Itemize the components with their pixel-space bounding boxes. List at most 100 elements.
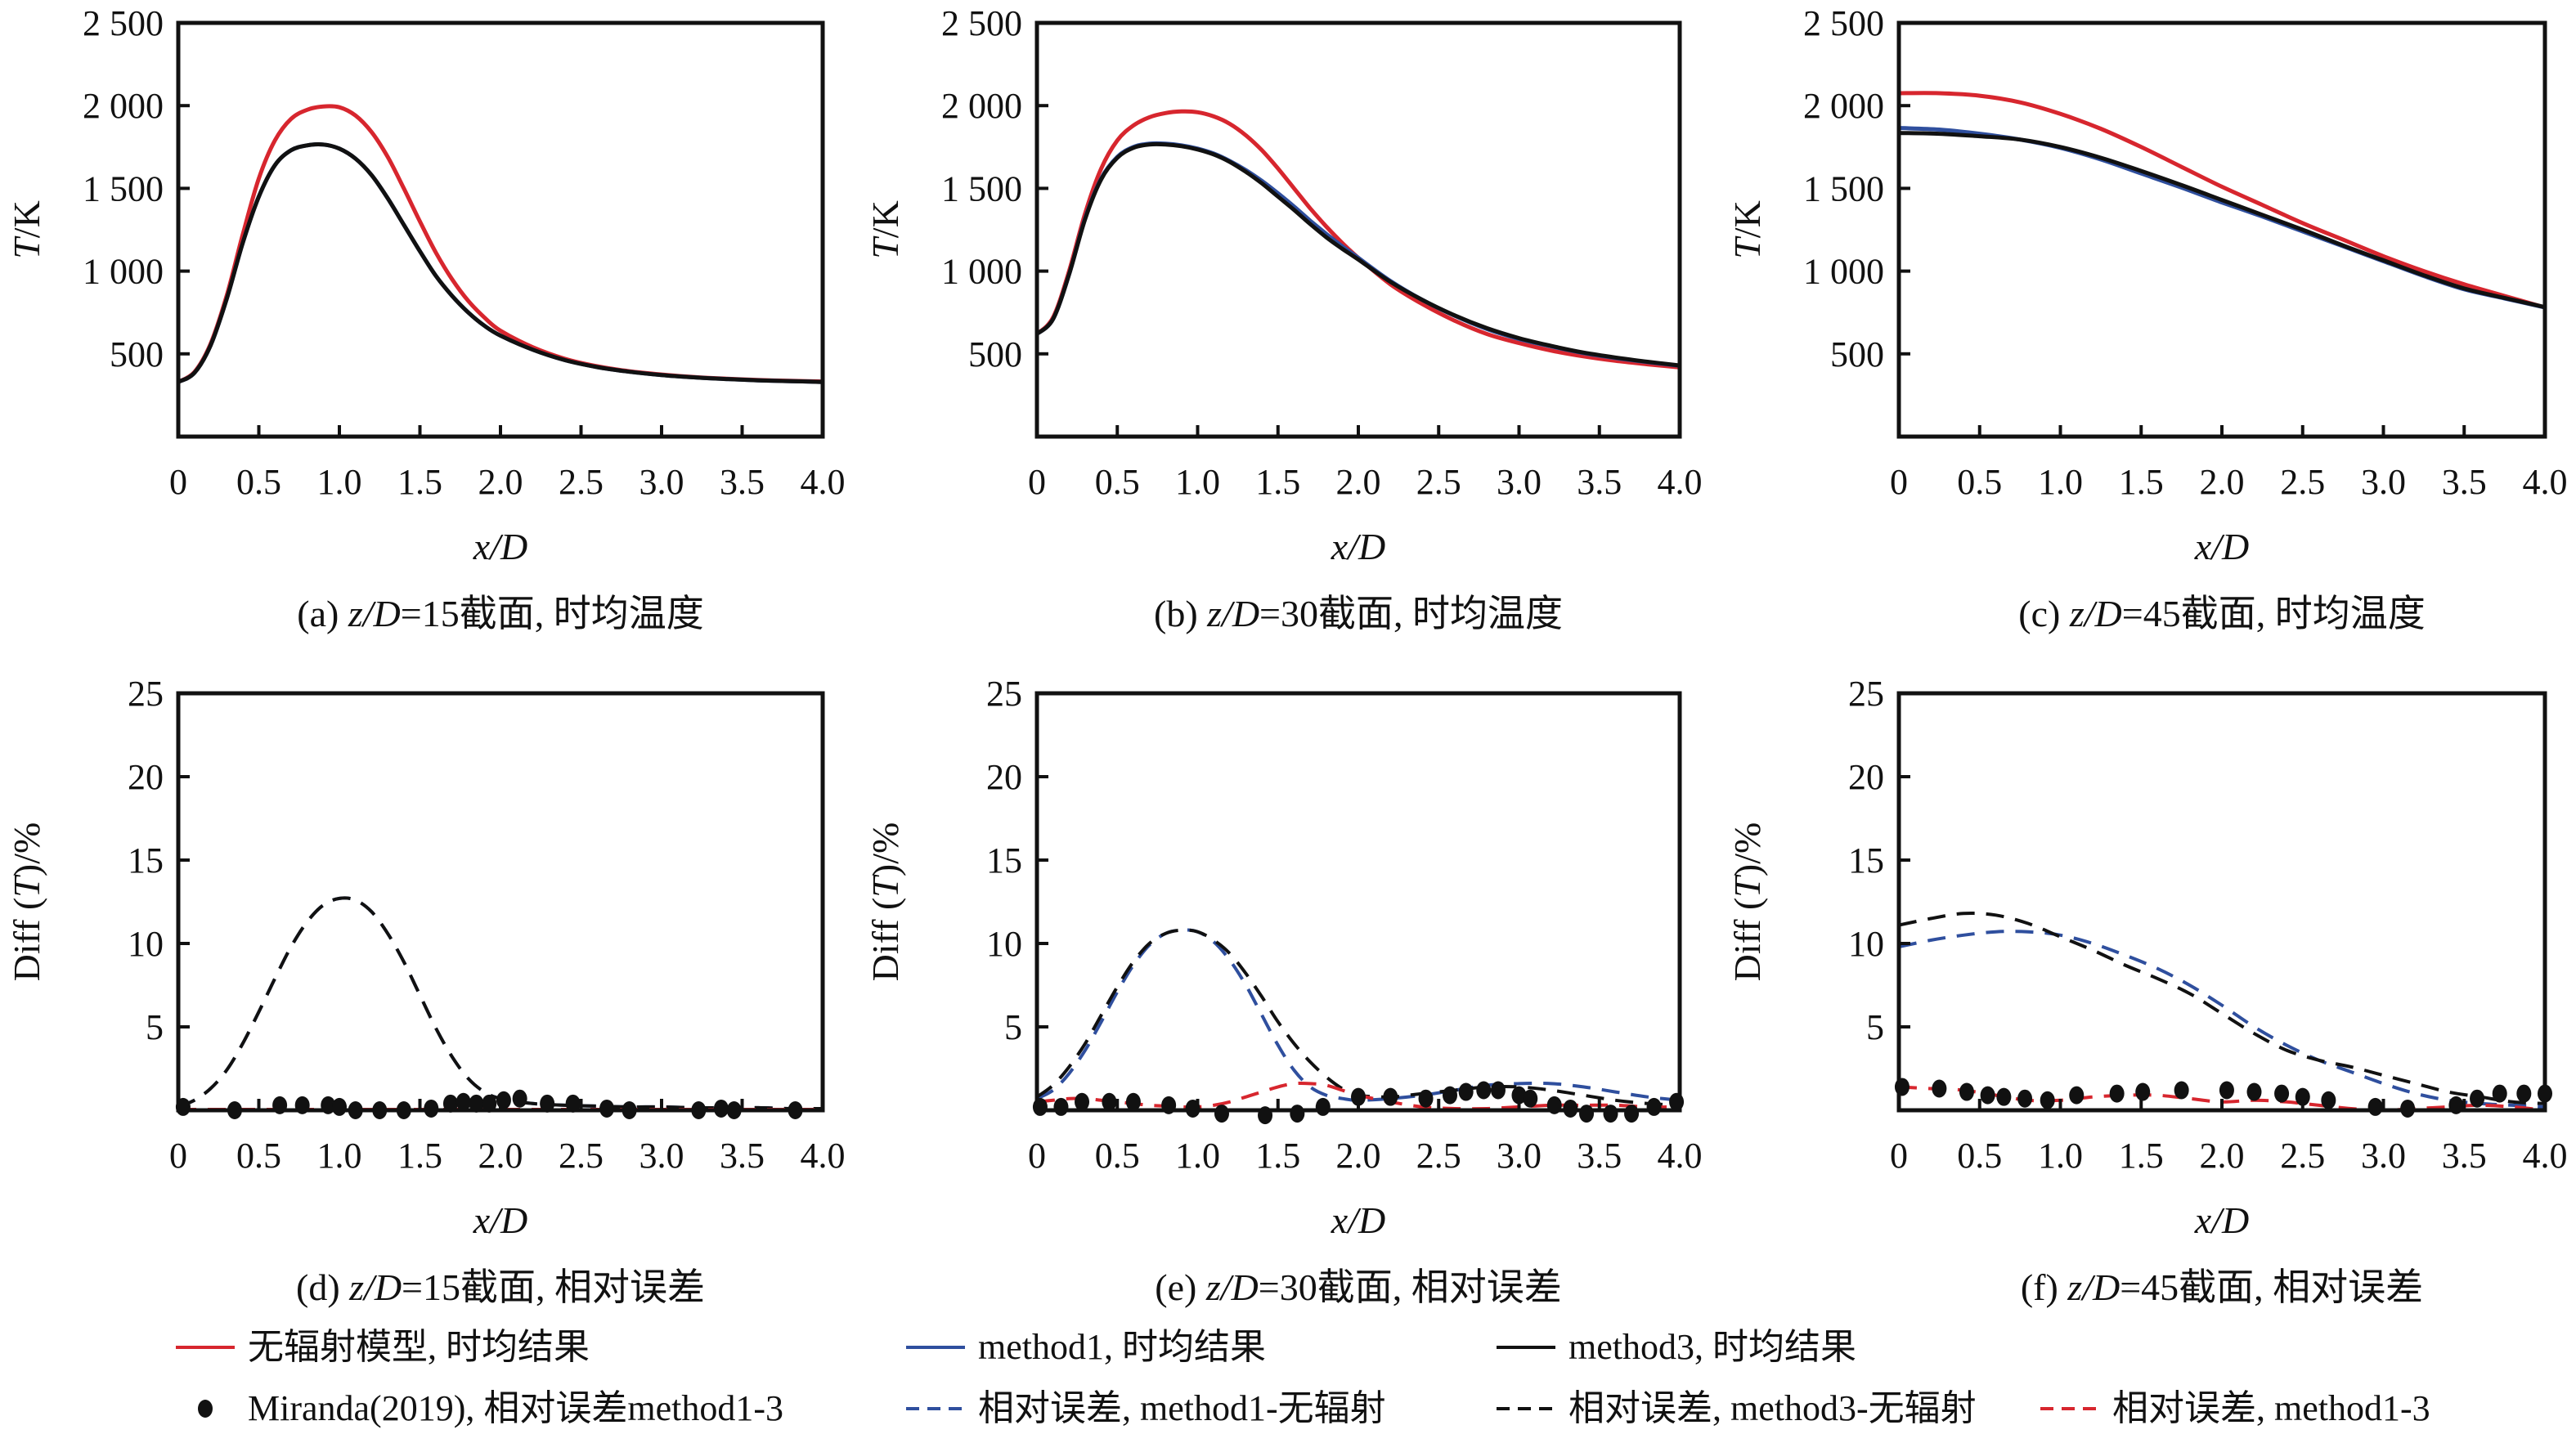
x-tick-label: 4.0	[801, 1136, 846, 1176]
y-tick-label: 500	[110, 334, 164, 374]
x-tick-label: 1.0	[2038, 1136, 2083, 1176]
panel-caption: (e) z/D=30截面, 相对误差	[1155, 1266, 1561, 1308]
x-tick-label: 0	[1028, 462, 1046, 502]
data-point-miranda	[1980, 1086, 1995, 1105]
y-tick-label: 5	[1004, 1007, 1022, 1047]
data-point-miranda	[2040, 1091, 2055, 1109]
legend-item-diff_method1_3: 相对误差, method1-3	[2040, 1388, 2430, 1428]
y-tick-label: 20	[986, 757, 1022, 797]
y-tick-label: 1 000	[941, 252, 1022, 292]
x-axis-label: x/D	[473, 526, 527, 567]
data-point-miranda	[1214, 1105, 1229, 1123]
legend-label: 相对误差, method1-3	[2112, 1388, 2430, 1428]
data-point-miranda	[1125, 1092, 1141, 1111]
data-point-miranda	[2470, 1089, 2485, 1108]
x-tick-label: 3.5	[2442, 462, 2487, 502]
x-tick-label: 2.0	[1336, 462, 1381, 502]
series-line-diff_method3_norad	[1037, 928, 1680, 1107]
x-tick-label: 2.0	[2200, 1136, 2245, 1176]
panel-caption: (d) z/D=15截面, 相对误差	[296, 1266, 705, 1308]
y-tick-label: 2 000	[83, 86, 164, 126]
chart-panel-f: 0 0.5 1.0 1.5 2.0 2.5 3.0 3.5 4.0 5 10 15 20 25 x/D Dif…	[1726, 674, 2568, 1308]
data-point-miranda	[2174, 1081, 2189, 1100]
x-tick-label: 4.0	[2523, 1136, 2568, 1176]
x-tick-label: 4.0	[2523, 462, 2568, 502]
legend-label: method3, 时均结果	[1568, 1327, 1856, 1367]
panel-caption: (a) z/D=15截面, 时均温度	[297, 593, 703, 634]
legend-item-miranda: Miranda(2019), 相对误差method1-3	[198, 1388, 783, 1428]
data-point-miranda	[1315, 1097, 1331, 1116]
data-point-miranda	[2295, 1087, 2310, 1106]
series-line-diff_method1_norad	[1899, 930, 2545, 1109]
y-axis-label: Diff (T)/%	[1726, 822, 1768, 982]
x-tick-label: 0	[1890, 462, 1908, 502]
y-tick-label: 500	[1830, 334, 1884, 374]
x-tick-label: 3.0	[2361, 1136, 2406, 1176]
data-point-miranda	[1932, 1079, 1947, 1098]
x-tick-label: 4.0	[1658, 1136, 1703, 1176]
series-line-method1	[178, 141, 823, 384]
series-line-diff_method1_norad	[1037, 928, 1680, 1102]
x-tick-label: 0	[1890, 1136, 1908, 1176]
y-axis-label: Diff (T)/%	[6, 822, 47, 982]
data-point-miranda	[1383, 1087, 1398, 1106]
x-tick-label: 3.5	[1577, 1136, 1622, 1176]
data-point-miranda	[496, 1091, 511, 1109]
y-tick-label: 20	[1848, 757, 1884, 797]
data-point-miranda	[512, 1089, 527, 1108]
data-point-miranda	[2017, 1089, 2033, 1108]
x-axis-label: x/D	[1331, 1199, 1385, 1241]
legend-item-diff_method3_norad: 相对误差, method3-无辐射	[1497, 1388, 1977, 1428]
x-axis-label: x/D	[1331, 526, 1385, 567]
x-tick-label: 1.5	[1255, 1136, 1300, 1176]
x-tick-label: 0	[1028, 1136, 1046, 1176]
data-point-miranda	[442, 1094, 458, 1113]
data-point-miranda	[1490, 1081, 1506, 1100]
x-tick-label: 3.5	[1577, 462, 1622, 502]
series-line-no_radiation	[1037, 109, 1680, 370]
x-tick-label: 1.0	[1175, 462, 1220, 502]
series-line-no_radiation	[178, 104, 823, 384]
y-tick-label: 10	[128, 924, 164, 964]
y-axis-label: T/K	[1726, 200, 1768, 259]
data-point-miranda	[1053, 1097, 1069, 1116]
x-tick-label: 2.5	[2280, 462, 2325, 502]
data-point-miranda	[2069, 1086, 2085, 1105]
x-tick-label: 0.5	[1095, 462, 1140, 502]
data-point-miranda	[482, 1094, 497, 1113]
y-tick-label: 25	[986, 674, 1022, 714]
x-tick-label: 1.0	[2038, 462, 2083, 502]
y-tick-label: 1 500	[83, 168, 164, 208]
data-point-miranda	[1418, 1089, 1434, 1108]
data-point-miranda	[1511, 1086, 1527, 1105]
x-tick-label: 2.0	[478, 462, 523, 502]
data-point-miranda	[1523, 1089, 1538, 1108]
y-tick-label: 15	[1848, 840, 1884, 881]
series-line-method3	[178, 141, 823, 384]
x-tick-label: 2.5	[2280, 1136, 2325, 1176]
legend-label: 无辐射模型, 时均结果	[248, 1327, 590, 1367]
data-point-miranda	[1075, 1092, 1090, 1111]
series-line-method3	[1899, 131, 2545, 310]
x-tick-label: 2.0	[478, 1136, 523, 1176]
y-tick-label: 2 000	[941, 86, 1022, 126]
x-tick-label: 1.0	[317, 1136, 362, 1176]
x-tick-label: 3.5	[2442, 1136, 2487, 1176]
legend-label: 相对误差, method1-无辐射	[978, 1388, 1386, 1428]
data-point-miranda	[1102, 1092, 1117, 1111]
y-axis-label: Diff (T)/%	[864, 822, 906, 982]
x-tick-label: 2.5	[559, 1136, 604, 1176]
x-tick-label: 1.5	[397, 462, 442, 502]
data-point-miranda	[456, 1092, 471, 1111]
data-point-miranda	[1624, 1105, 1640, 1123]
data-point-miranda	[1646, 1097, 1662, 1116]
x-tick-label: 0.5	[1957, 462, 2002, 502]
legend-swatch-dot	[198, 1400, 213, 1418]
x-tick-label: 0.5	[236, 462, 281, 502]
data-point-miranda	[1351, 1087, 1366, 1106]
x-tick-label: 0	[169, 462, 187, 502]
series-line-diff_method1_norad	[178, 896, 823, 1111]
x-tick-label: 0.5	[1095, 1136, 1140, 1176]
data-point-miranda	[2367, 1097, 2383, 1116]
data-point-miranda	[1290, 1105, 1305, 1123]
